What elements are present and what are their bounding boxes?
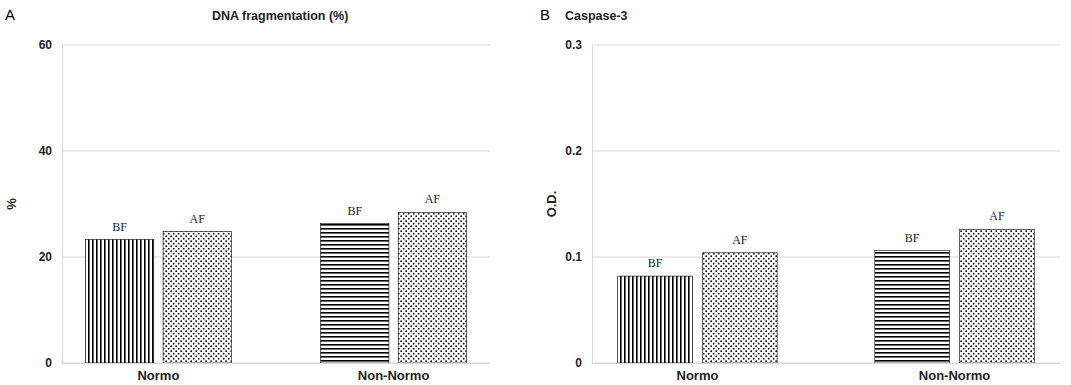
y-tick-label: 0.2	[565, 144, 582, 158]
series-label: BF	[112, 220, 127, 234]
x-tick: Non-Normo	[919, 363, 991, 383]
bar	[618, 276, 693, 363]
x-tick-label: Non-Normo	[358, 368, 430, 383]
grid	[62, 45, 490, 363]
grid-line	[62, 151, 490, 152]
y-tick: 0.3	[565, 38, 592, 52]
y-tick-label: 60	[39, 38, 53, 52]
panel: 0 20 40 60 Normo Non-Normo BF BF AF AF A DNA fragme…	[4, 6, 491, 383]
series-label: BF	[648, 256, 663, 270]
x-axis-line	[63, 363, 491, 364]
x-axis-line	[593, 363, 1061, 364]
y-axis-title: O.D.	[544, 191, 559, 218]
figure: 0 20 40 60 Normo Non-Normo BF BF AF AF A DNA fragme…	[0, 0, 1071, 385]
x-tick: Normo	[137, 363, 179, 383]
series-label: AF	[190, 212, 206, 226]
y-tick-label: 20	[39, 250, 53, 264]
x-tick: Non-Normo	[358, 363, 430, 383]
series-label: AF	[989, 209, 1005, 223]
series-label: AF	[732, 233, 748, 247]
y-tick-label: 0	[575, 356, 582, 370]
panel: 0 0.1 0.2 0.3 Normo Non-Normo BF BF AF AF B Caspase…	[540, 6, 1061, 383]
x-tick-label: Normo	[137, 368, 179, 383]
title: Caspase-3	[565, 9, 628, 23]
x-axis: Normo Non-Normo	[63, 363, 491, 383]
x-axis: Normo Non-Normo	[593, 363, 1061, 383]
grid-line	[62, 45, 490, 46]
bars	[618, 229, 1035, 363]
bar-labels: BF BF AF AF	[648, 209, 1005, 270]
bar	[875, 251, 950, 363]
y-tick-label: 0.1	[565, 250, 582, 264]
x-tick-label: Normo	[676, 368, 718, 383]
panel-label: B	[540, 6, 550, 23]
y-tick-label: 0.3	[565, 38, 582, 52]
bar	[163, 232, 231, 363]
y-tick-label: 0	[45, 356, 52, 370]
bar	[960, 229, 1035, 363]
grid-line	[592, 45, 1060, 46]
bar	[398, 212, 466, 363]
series-label: AF	[425, 192, 441, 206]
bar	[703, 253, 778, 363]
y-tick: 60	[39, 38, 62, 52]
bar	[86, 240, 154, 363]
title: DNA fragmentation (%)	[212, 9, 348, 23]
y-axis: 0 20 40 60	[39, 38, 63, 370]
y-tick: 20	[39, 250, 62, 264]
y-axis-title: %	[4, 198, 19, 210]
bar-labels: BF BF AF AF	[112, 192, 440, 233]
y-tick: 0	[45, 356, 62, 370]
grid	[592, 45, 1060, 363]
bars	[86, 212, 467, 363]
x-tick-label: Non-Normo	[919, 368, 991, 383]
bar	[321, 224, 389, 363]
y-tick: 0.2	[565, 144, 592, 158]
y-tick: 0.1	[565, 250, 592, 264]
y-tick: 0	[575, 356, 592, 370]
y-tick-label: 40	[39, 144, 53, 158]
y-axis-line	[62, 46, 63, 364]
y-tick: 40	[39, 144, 62, 158]
series-label: BF	[905, 231, 920, 245]
y-axis-line	[592, 46, 593, 364]
grid-line	[592, 151, 1060, 152]
x-tick: Normo	[676, 363, 718, 383]
panel-label: A	[5, 6, 15, 23]
series-label: BF	[347, 204, 362, 218]
y-axis: 0 0.1 0.2 0.3	[565, 38, 592, 370]
